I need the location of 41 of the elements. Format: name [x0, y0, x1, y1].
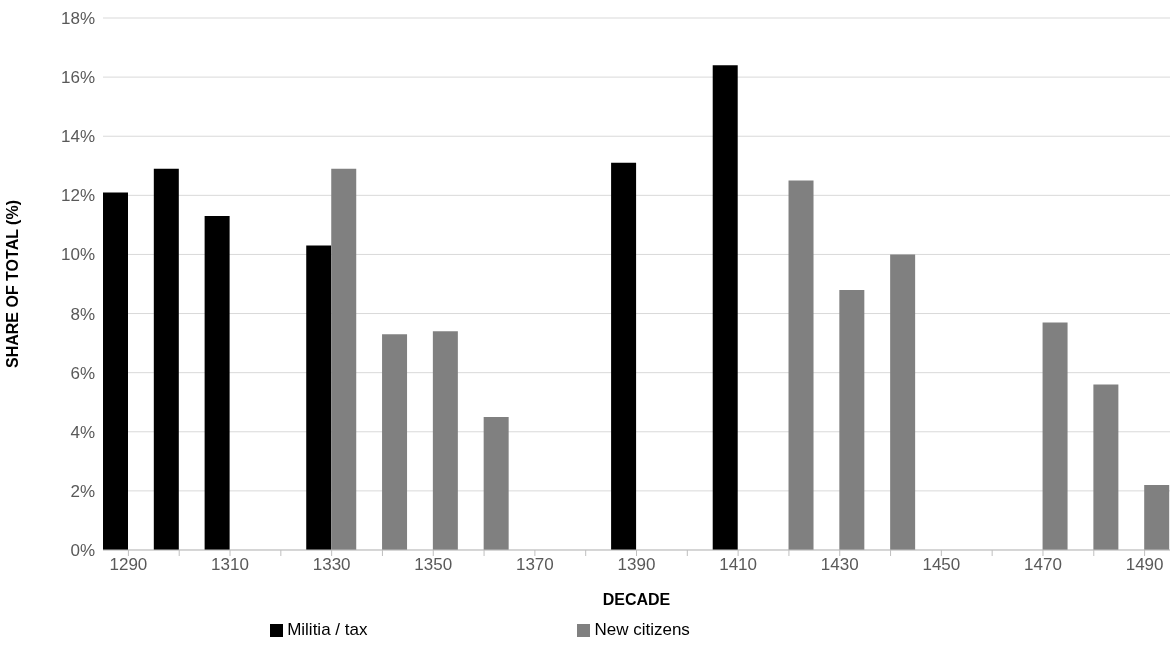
y-tick-label: 12%: [60, 186, 95, 206]
bar: [1093, 384, 1119, 550]
x-tick-label: 1390: [617, 555, 656, 575]
x-tick-label: 1350: [414, 555, 453, 575]
y-tick-label: 2%: [70, 481, 95, 501]
y-tick-label: 10%: [60, 245, 95, 265]
legend-label: New citizens: [594, 620, 690, 639]
y-tick-label: 18%: [60, 9, 95, 29]
bar: [712, 65, 738, 550]
x-tick-label: 1430: [820, 555, 859, 575]
x-tick-label: 1450: [922, 555, 961, 575]
bar: [382, 334, 408, 550]
x-tick-label: 1490: [1125, 555, 1164, 575]
bar: [204, 216, 230, 550]
bar: [1144, 484, 1170, 550]
bar: [839, 289, 865, 550]
y-tick-label: 16%: [60, 68, 95, 88]
bar: [306, 245, 332, 550]
bar: [1042, 322, 1068, 550]
y-tick-label: 6%: [70, 363, 95, 383]
y-tick-label: 14%: [60, 127, 95, 147]
x-tick-label: 1310: [211, 555, 249, 575]
bar: [611, 162, 637, 550]
bar: [103, 192, 128, 550]
x-tick-label: 1370: [515, 555, 554, 575]
x-tick-label: 1290: [109, 555, 148, 575]
bar: [890, 254, 916, 550]
bar: [432, 331, 458, 550]
bar: [153, 168, 179, 550]
y-axis-title: SHARE OF TOTAL (%): [3, 200, 21, 368]
y-tick-label: 4%: [70, 422, 95, 442]
x-axis-title: DECADE: [602, 591, 671, 608]
bar: [788, 180, 814, 550]
y-tick-label: 0%: [70, 541, 95, 561]
bar: [483, 417, 509, 550]
x-tick-label: 1470: [1024, 555, 1062, 575]
bar: [331, 168, 357, 550]
x-tick-label: 1330: [312, 555, 351, 575]
legend-label: Militia / tax: [287, 620, 368, 639]
y-tick-label: 8%: [70, 304, 95, 324]
x-tick-label: 1410: [719, 555, 758, 575]
